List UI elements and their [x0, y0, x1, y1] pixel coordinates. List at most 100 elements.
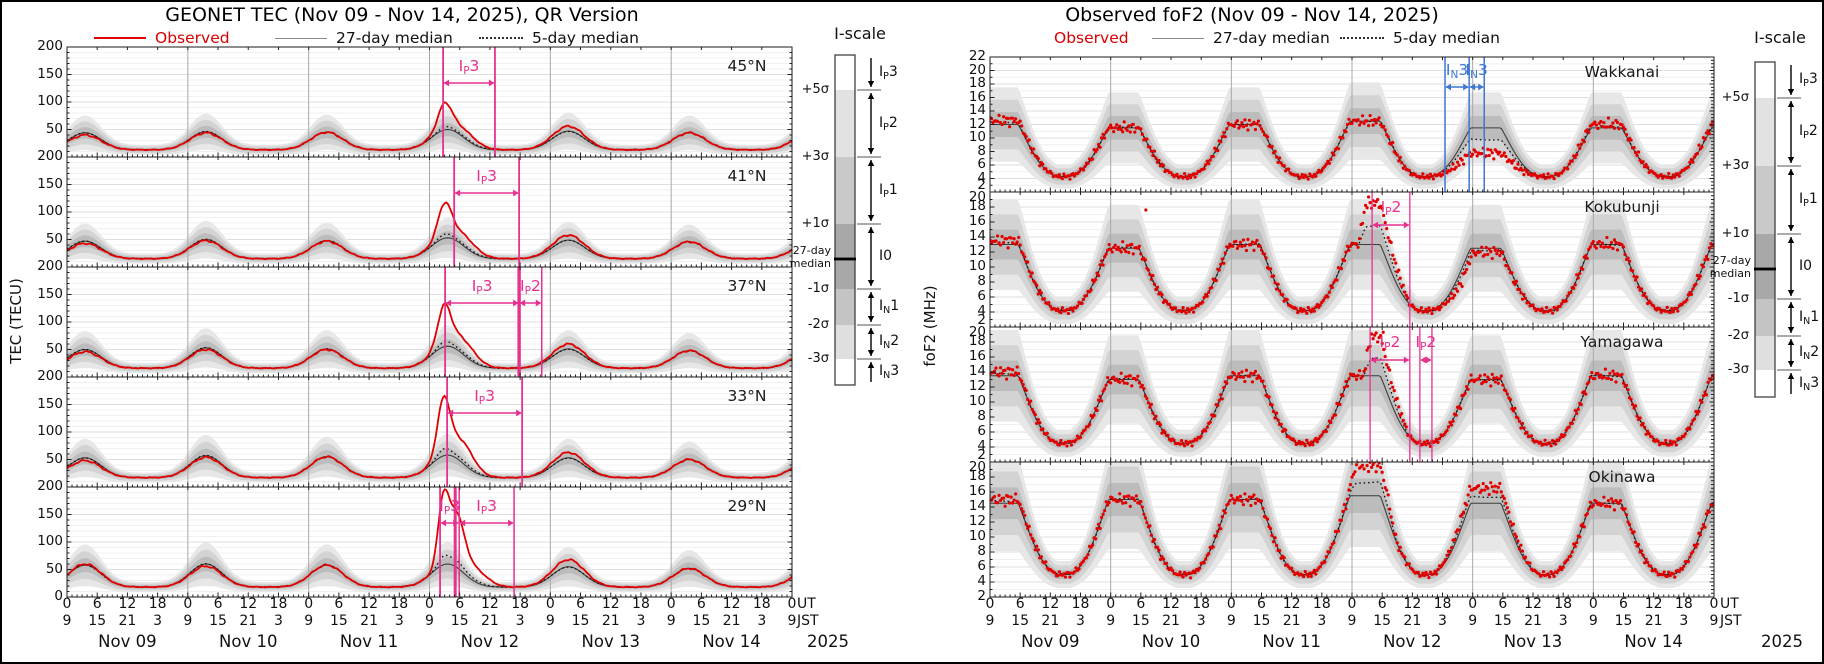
jst-tick-label: 9 — [1709, 613, 1719, 629]
iscale-sigma-label: +5σ — [1721, 90, 1749, 105]
y-tick-label: 8 — [977, 142, 986, 159]
station-label: Okinawa — [1588, 468, 1656, 486]
jst-tick-label: 21 — [1644, 613, 1663, 629]
jst-tick-label: 15 — [88, 613, 107, 629]
y-tick-label: 200 — [37, 38, 63, 54]
iscale-zone-label: IP1 — [879, 181, 898, 200]
date-label: Nov 13 — [1503, 632, 1563, 651]
y-tick-label: 16 — [968, 88, 986, 105]
jst-tick-label: 21 — [722, 613, 741, 629]
ut-tick-label: 18 — [390, 596, 409, 612]
ut-tick-label: 18 — [1071, 596, 1090, 612]
tec-y-axis-label: TEC (TECU) — [7, 278, 25, 364]
axis-ticks — [66, 376, 793, 488]
ut-tick-label: 18 — [269, 596, 288, 612]
iscale-median-label: 27-day — [1712, 254, 1751, 267]
ut-tick-label: 6 — [1619, 596, 1628, 612]
y-tick-label: 18 — [968, 468, 986, 484]
y-tick-label: 50 — [45, 230, 63, 247]
iscale-zone-label: IP2 — [1799, 123, 1818, 141]
y-tick-label: 18 — [968, 75, 986, 91]
jst-tick-label: 3 — [1196, 613, 1206, 629]
y-tick-label: 50 — [45, 340, 63, 357]
iscale-zone-segment — [1755, 62, 1775, 98]
median-5day-line — [990, 357, 1714, 445]
iscale-zone-label: IP1 — [1799, 191, 1818, 209]
iscale-zone-segment — [835, 90, 855, 157]
jst-tick-label: 9 — [545, 613, 555, 629]
y-tick-label: 22 — [968, 48, 986, 64]
ut-tick-label: 6 — [213, 596, 223, 612]
jst-tick-label: 15 — [1614, 613, 1633, 629]
axis-ticks — [66, 266, 793, 378]
jst-tick-label: 3 — [153, 613, 163, 629]
y-tick-label: 0 — [54, 588, 63, 604]
iscale-sigma-label: -1σ — [807, 281, 829, 296]
y-tick-label: 20 — [968, 459, 986, 475]
axis-ticks — [989, 326, 1715, 463]
ut-tick-label: 12 — [601, 596, 620, 612]
y-tick-label: 200 — [37, 258, 63, 274]
ut-tick-label: 0 — [1468, 596, 1478, 612]
date-label: Nov 14 — [1624, 632, 1683, 651]
latitude-label: 37°N — [727, 277, 767, 295]
axis-ticks — [66, 46, 793, 158]
ut-axis-label: UT — [797, 596, 816, 612]
ut-tick-label: 6 — [1498, 596, 1508, 612]
y-tick-label: 20 — [968, 189, 986, 205]
ut-tick-label: 18 — [1674, 596, 1693, 612]
date-label: Nov 11 — [339, 632, 399, 651]
iscale-zone-segment — [1755, 98, 1775, 166]
y-tick-label: 10 — [968, 258, 986, 274]
ut-axis-label: UT — [1720, 596, 1739, 612]
observed-line — [67, 488, 792, 589]
y-tick-label: 100 — [37, 533, 63, 549]
date-label: Nov 10 — [1141, 632, 1201, 651]
ut-tick-label: 12 — [1282, 596, 1301, 612]
iscale-median-line — [1754, 267, 1776, 271]
day-boundary-gridline — [187, 487, 672, 597]
observed-dots — [990, 113, 1714, 181]
date-label: Nov 11 — [1262, 632, 1321, 651]
observed-line — [67, 101, 792, 152]
day-boundary-gridline — [187, 47, 672, 157]
jst-tick-label: 15 — [450, 613, 469, 629]
ut-tick-label: 6 — [1136, 596, 1146, 612]
median-5day-line — [67, 125, 792, 151]
ut-tick-label: 6 — [1377, 596, 1387, 612]
legend-item-27day-tec: 27-day median — [275, 29, 453, 47]
iscale-zone-label: IN3 — [1799, 374, 1820, 393]
y-tick-label: 4 — [977, 438, 986, 454]
ut-tick-label: 6 — [576, 596, 585, 612]
jst-tick-label: 21 — [1282, 613, 1301, 629]
iscale-zone-label: IP3 — [1799, 71, 1818, 89]
ut-tick-label: 12 — [1524, 596, 1542, 612]
date-label: Nov 12 — [460, 632, 520, 651]
station-label: Yamagawa — [1580, 333, 1664, 351]
iscale-sigma-label: -1σ — [1727, 291, 1749, 306]
axis-ticks — [66, 156, 793, 268]
iscale-zone-segment — [835, 325, 855, 359]
jst-tick-label: 21 — [1041, 613, 1060, 629]
y-tick-label: 2 — [977, 588, 986, 604]
jst-tick-label: 15 — [329, 613, 348, 629]
y-tick-label: 14 — [968, 102, 986, 118]
median27-line-swatch — [1152, 37, 1204, 39]
iscale-title: I-scale — [1754, 28, 1806, 47]
day-boundary-gridline — [1110, 192, 1594, 327]
ut-tick-label: 0 — [183, 596, 193, 612]
iscale-sigma-label: +3σ — [801, 149, 829, 164]
iscale-zone-segment — [835, 289, 855, 325]
y-tick-label: 6 — [977, 288, 986, 304]
storm-annotation-label: IP2 — [520, 277, 541, 297]
observed-line — [67, 201, 792, 261]
y-tick-label: 16 — [968, 348, 986, 364]
y-tick-label: 10 — [968, 393, 986, 409]
ut-tick-label: 0 — [62, 596, 72, 612]
median-5day-line — [67, 340, 792, 370]
jst-tick-label: 9 — [1106, 613, 1116, 629]
iscale-sigma-label: +1σ — [801, 216, 829, 231]
day-boundary-gridline — [187, 157, 672, 267]
